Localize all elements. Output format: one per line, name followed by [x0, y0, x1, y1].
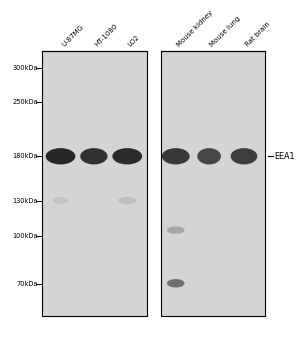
Ellipse shape	[197, 148, 221, 164]
Text: 300kDa: 300kDa	[12, 65, 38, 71]
Text: U-87MG: U-87MG	[61, 24, 84, 48]
Text: EEA1: EEA1	[274, 152, 295, 161]
Text: 130kDa: 130kDa	[12, 197, 38, 204]
Ellipse shape	[46, 148, 75, 164]
Bar	[161, 51, 265, 316]
Ellipse shape	[167, 226, 185, 234]
Ellipse shape	[231, 148, 257, 164]
Text: HT-1080: HT-1080	[94, 23, 119, 48]
Ellipse shape	[53, 197, 68, 204]
Text: LO2: LO2	[127, 34, 141, 48]
Ellipse shape	[162, 148, 190, 164]
Ellipse shape	[167, 279, 185, 287]
Text: 100kDa: 100kDa	[12, 233, 38, 239]
Text: 180kDa: 180kDa	[12, 153, 38, 159]
Text: 70kDa: 70kDa	[16, 281, 38, 287]
Text: Mouse lung: Mouse lung	[209, 15, 242, 48]
Text: Rat brain: Rat brain	[244, 21, 271, 48]
Ellipse shape	[112, 148, 142, 164]
Text: 250kDa: 250kDa	[12, 99, 38, 105]
Ellipse shape	[118, 197, 136, 204]
Bar	[42, 51, 147, 316]
Ellipse shape	[80, 148, 107, 164]
Text: Mouse kidney: Mouse kidney	[176, 10, 214, 48]
